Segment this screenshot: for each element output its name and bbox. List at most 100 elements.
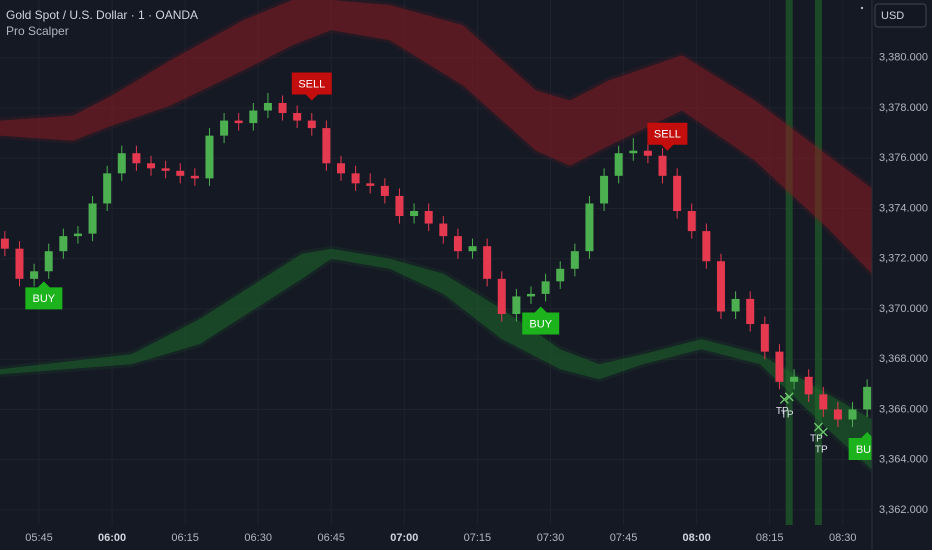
- vertical-line: [814, 0, 822, 525]
- candle-body: [497, 278, 506, 314]
- tp-cross: [784, 392, 794, 402]
- candle-body: [687, 211, 696, 232]
- candle-body: [468, 246, 477, 252]
- candle-body: [439, 223, 448, 237]
- candle-body: [658, 155, 667, 176]
- candle-body: [59, 236, 68, 252]
- tp-cross: [779, 394, 789, 404]
- candle-body: [220, 120, 229, 136]
- y-tick-label: 3,376.000: [879, 152, 928, 164]
- currency[interactable]: USD: [881, 10, 904, 22]
- candle-body: [0, 238, 9, 249]
- candle-body: [337, 163, 346, 174]
- x-tick-label: 07:15: [464, 532, 492, 544]
- candle-body: [556, 268, 565, 282]
- x-tick-label: 07:45: [610, 532, 638, 544]
- y-tick-label: 3,362.000: [879, 504, 928, 516]
- y-tick-label: 3,366.000: [879, 403, 928, 415]
- candle-body: [410, 211, 419, 217]
- x-tick-label: 08:00: [683, 532, 711, 544]
- candle-body: [395, 195, 404, 217]
- candle-body: [673, 175, 682, 212]
- candle-body: [716, 261, 725, 312]
- signal-marker: [522, 306, 560, 335]
- candle-body: [278, 102, 287, 114]
- x-tick-label: 08:15: [756, 532, 784, 544]
- chart-title: Gold Spot / U.S. Dollar · 1 · OANDA: [6, 8, 198, 22]
- band: [0, 0, 872, 279]
- tp-cross: [818, 427, 828, 437]
- vertical-line: [785, 0, 793, 525]
- axes: 3,362.000 3,364.000 3,366.000 3,368.000 3,37…: [25, 52, 928, 544]
- signal-marker: [848, 432, 872, 461]
- menu-dot[interactable]: [860, 6, 864, 10]
- x-tick-label: 06:30: [244, 532, 272, 544]
- candle-body: [30, 271, 39, 279]
- tp-label: TP: [776, 406, 789, 417]
- candle-body: [263, 102, 272, 111]
- signal-label: BUY: [33, 293, 56, 305]
- x-tick-label: 08:30: [829, 532, 857, 544]
- candle-body: [307, 120, 316, 129]
- signal-label: SELL: [298, 78, 325, 90]
- candle-body: [863, 386, 872, 410]
- candle-body: [234, 120, 243, 124]
- candle-body: [176, 170, 185, 176]
- candle-body: [88, 203, 97, 234]
- currency-box[interactable]: [874, 3, 927, 28]
- candle-body: [775, 351, 784, 382]
- x-tick-label: 06:45: [317, 532, 345, 544]
- candle-body: [366, 183, 375, 186]
- x-tick-label: 05:45: [25, 532, 53, 544]
- signal-marker: [647, 122, 688, 151]
- signal-marker: [291, 72, 332, 101]
- x-tick-label: 07:00: [390, 532, 418, 544]
- candle-body: [790, 376, 799, 382]
- candle-body: [73, 233, 82, 237]
- candle-body: [512, 296, 521, 314]
- y-tick-label: 3,372.000: [879, 253, 928, 265]
- candle-body: [731, 298, 740, 312]
- y-tick-label: 3,374.000: [879, 202, 928, 214]
- candle-body: [819, 394, 828, 410]
- x-tick-label: 07:30: [537, 532, 565, 544]
- candle-body: [526, 293, 535, 297]
- candle-body: [205, 135, 214, 179]
- tp-label: TP: [781, 410, 794, 421]
- candle-body: [600, 175, 609, 204]
- candle-body: [380, 185, 389, 196]
- candle-body: [132, 153, 141, 164]
- candle-body: [190, 175, 199, 179]
- candle-body: [117, 153, 126, 174]
- candle-body: [44, 251, 53, 272]
- candle-body: [15, 248, 24, 279]
- candle-body: [614, 153, 623, 176]
- candle-body: [161, 168, 170, 171]
- candle-body: [702, 231, 711, 262]
- candle-body: [746, 298, 755, 325]
- candle-body: [453, 236, 462, 252]
- candle-body: [249, 110, 258, 124]
- y-tick-label: 3,364.000: [879, 454, 928, 466]
- signal-label: BUY: [529, 318, 552, 330]
- band: [0, 245, 872, 474]
- y-tick-label: 3,380.000: [879, 52, 928, 64]
- y-tick-label: 3,378.000: [879, 102, 928, 114]
- y-tick-label: 3,368.000: [879, 353, 928, 365]
- candle-body: [293, 113, 302, 121]
- tp-label: TP: [810, 434, 823, 445]
- candle-body: [804, 376, 813, 395]
- indicator-name: Pro Scalper: [6, 24, 69, 38]
- x-tick-label: 06:15: [171, 532, 199, 544]
- x-tick-label: 06:00: [98, 532, 126, 544]
- candle-body: [833, 409, 842, 420]
- candle-body: [351, 173, 360, 184]
- candle-body: [848, 409, 857, 420]
- candle-body: [322, 128, 331, 164]
- candle-body: [483, 246, 492, 279]
- candle-body: [103, 173, 112, 204]
- candle-body: [541, 281, 550, 294]
